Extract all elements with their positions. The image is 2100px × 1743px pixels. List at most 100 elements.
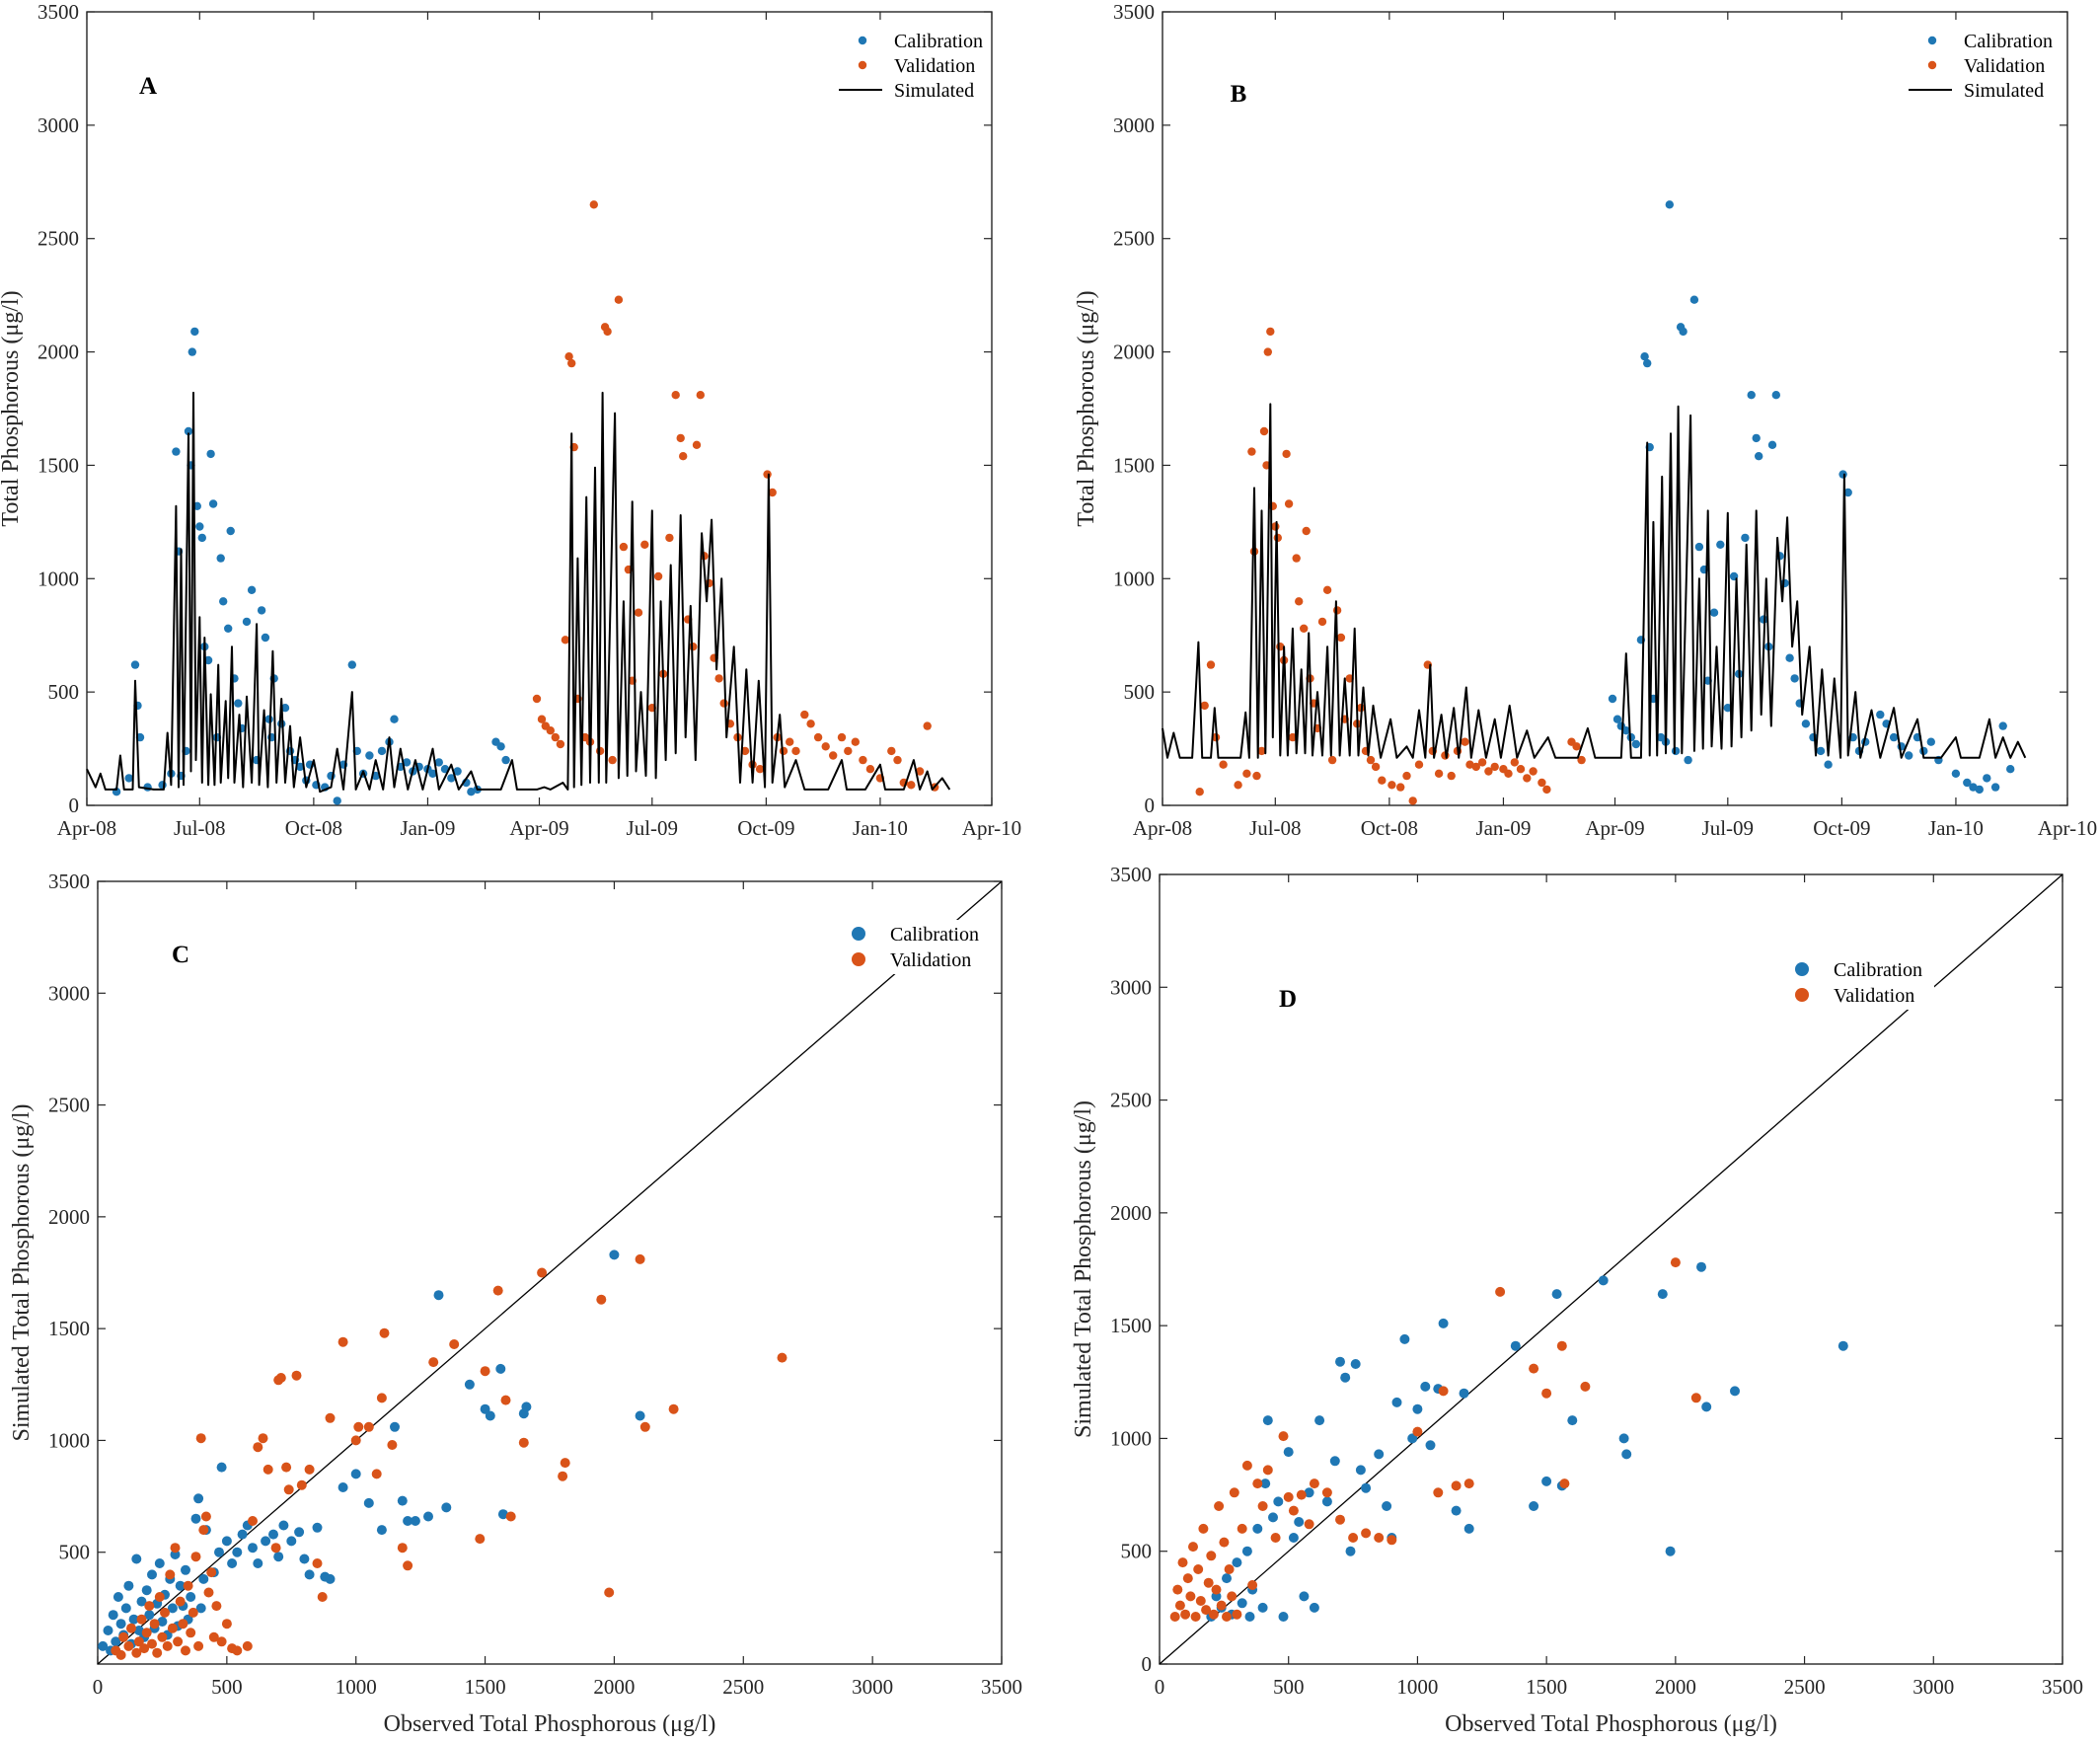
- data-point: [1580, 1381, 1591, 1392]
- legend-label: Simulated: [894, 80, 974, 102]
- data-point: [1350, 1359, 1361, 1369]
- data-point: [286, 1536, 297, 1547]
- y-axis: 0 500 1000 1500 2000 2500 3000 3500: [1113, 0, 2067, 817]
- y-tick-label: 3500: [1113, 0, 1155, 24]
- data-point: [1252, 771, 1261, 781]
- data-point: [1211, 1584, 1222, 1595]
- data-point: [111, 1636, 121, 1647]
- data-point: [312, 1558, 323, 1568]
- data-point: [1278, 1431, 1289, 1442]
- y-axis-title: Total Phosphorous (μg/l): [0, 290, 24, 526]
- data-point: [268, 1529, 278, 1540]
- data-point: [1824, 760, 1833, 769]
- data-point: [147, 1569, 157, 1580]
- data-point: [294, 1527, 305, 1538]
- data-point: [1723, 704, 1733, 713]
- data-point: [589, 200, 598, 209]
- x-tick-label: 1500: [465, 1675, 506, 1699]
- data-point: [1998, 721, 2007, 730]
- data-point: [1767, 440, 1777, 449]
- data-point: [1257, 1501, 1268, 1511]
- data-point: [604, 1587, 615, 1598]
- data-point: [261, 633, 270, 643]
- data-point: [139, 1643, 150, 1654]
- data-point: [1838, 1340, 1848, 1351]
- legend-marker-validation: [1795, 988, 1809, 1002]
- data-point: [1447, 771, 1456, 781]
- legend: Calibration Validation: [1776, 955, 1934, 1010]
- legend-label: Validation: [1834, 985, 1914, 1007]
- legend-marker-calibration: [1927, 36, 1937, 45]
- data-point: [1542, 785, 1551, 795]
- data-point: [232, 1547, 243, 1557]
- y-axis: 0 500 1000 1500 2000 2500 3000 3500: [38, 0, 992, 817]
- data-point: [227, 1558, 238, 1568]
- data-point: [497, 1509, 508, 1520]
- data-point: [1335, 1356, 1345, 1367]
- data-point: [567, 358, 576, 368]
- data-point: [1657, 1289, 1668, 1300]
- y-tick-label: 3000: [1110, 975, 1152, 999]
- data-point: [1665, 200, 1675, 209]
- legend: Calibration Validation: [833, 920, 991, 974]
- data-point: [1229, 1487, 1239, 1498]
- x-tick-label: 3500: [981, 1675, 1022, 1699]
- data-point: [149, 1619, 160, 1629]
- x-tick-label: 2500: [1784, 1675, 1826, 1699]
- data-point: [350, 1469, 361, 1479]
- data-point: [806, 720, 815, 728]
- data-point: [1188, 1542, 1198, 1553]
- data-point: [1335, 1514, 1345, 1525]
- data-point: [653, 571, 663, 581]
- data-point: [1203, 1577, 1214, 1588]
- legend-label: Calibration: [890, 924, 979, 946]
- data-point: [1169, 1612, 1180, 1622]
- data-point: [501, 755, 510, 765]
- data-point: [1271, 522, 1280, 531]
- data-point: [1227, 1591, 1238, 1602]
- data-point: [2006, 765, 2015, 774]
- y-tick-label: 1500: [48, 1317, 90, 1340]
- panel-A: 0 500 1000 1500 2000 2500 3000 3500 Apr-08 Jul-08…: [0, 0, 1021, 840]
- data-point: [126, 1623, 136, 1633]
- data-point: [397, 1495, 408, 1506]
- data-point: [1451, 1480, 1462, 1491]
- plot-area: [86, 11, 993, 806]
- data-point: [800, 710, 809, 720]
- data-point: [1438, 1318, 1449, 1328]
- y-tick-label: 3000: [1113, 114, 1155, 137]
- data-point: [495, 1363, 506, 1374]
- data-point: [120, 1603, 131, 1614]
- data-point: [1309, 1602, 1319, 1613]
- data-point: [221, 1619, 232, 1629]
- data-point: [1926, 737, 1936, 746]
- data-point: [558, 1471, 568, 1481]
- data-point: [689, 643, 698, 651]
- data-point: [844, 746, 853, 756]
- x-tick-label: 1000: [1396, 1675, 1438, 1699]
- data-point: [1382, 1501, 1392, 1511]
- x-tick-label: Apr-10: [962, 816, 1021, 840]
- data-point: [152, 1647, 163, 1658]
- data-point: [740, 746, 750, 756]
- data-point: [350, 1435, 361, 1446]
- data-point: [195, 1603, 206, 1614]
- data-point: [379, 1327, 390, 1338]
- data-point: [1340, 1372, 1351, 1383]
- data-point: [363, 1421, 374, 1432]
- legend-label: Calibration: [1834, 959, 1922, 981]
- data-point: [147, 1638, 157, 1649]
- data-point: [158, 781, 167, 790]
- data-point: [1321, 1496, 1332, 1507]
- data-point: [1451, 1505, 1462, 1516]
- y-tick-label: 500: [59, 1541, 91, 1564]
- data-point: [1477, 758, 1487, 767]
- panel-letter: C: [172, 942, 189, 968]
- data-point: [1529, 767, 1538, 776]
- data-point: [546, 726, 555, 735]
- y-axis-title: Simulated Total Phosphorous (μg/l): [9, 1103, 35, 1441]
- data-point: [1237, 1598, 1247, 1609]
- data-point: [537, 1267, 548, 1278]
- data-point: [1294, 1517, 1305, 1527]
